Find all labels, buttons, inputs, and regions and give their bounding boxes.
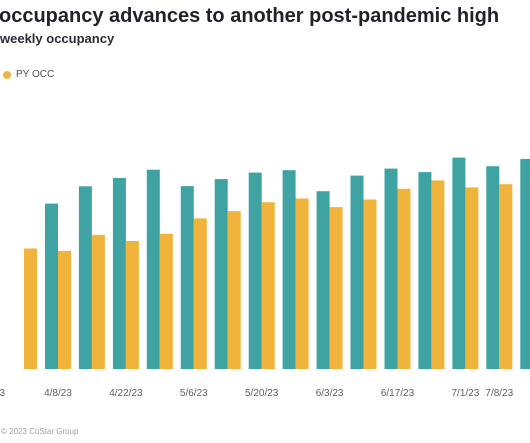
bar-py-occ-3 — [125, 241, 139, 369]
bar-occ-9 — [316, 191, 330, 369]
bar-occ-8 — [282, 170, 296, 369]
x-tick-label: 6/3/23 — [316, 388, 344, 399]
x-tick-label: 7/8/23 — [485, 388, 513, 399]
x-tick-label: 6/17/23 — [381, 388, 415, 399]
x-tick-label: 4/8/23 — [44, 388, 72, 399]
bar-occ-15 — [520, 158, 530, 369]
chart-title: occupancy advances to another post-pande… — [0, 5, 500, 27]
bar-occ-10 — [350, 175, 364, 369]
bar-py-occ-11 — [397, 188, 411, 369]
bar-occ-6 — [214, 179, 228, 369]
credit-text: © 2023 CoStar Group — [1, 427, 79, 436]
credit-label: 2023 CoStar Group — [9, 427, 79, 436]
x-tick-label: 5/20/23 — [245, 388, 279, 399]
bar-occ-13 — [452, 157, 466, 369]
x-tick-label: 7/1/23 — [451, 388, 479, 399]
bar-py-occ-6 — [227, 211, 241, 369]
bar-occ-3 — [112, 178, 126, 369]
bar-occ-11 — [384, 168, 398, 369]
bar-py-occ-7 — [261, 202, 275, 369]
bar-py-occ-2 — [91, 234, 105, 369]
bar-py-occ-9 — [329, 207, 343, 369]
chart-subtitle: weekly occupancy — [0, 31, 115, 46]
bar-py-occ-1 — [58, 250, 71, 369]
bar-py-occ-5 — [193, 218, 207, 369]
bar-py-occ-4 — [159, 233, 173, 369]
legend-py-occ-label: PY OCC — [16, 69, 55, 80]
x-tick-label: 3 — [0, 388, 5, 399]
bar-py-occ-8 — [295, 198, 309, 369]
x-tick-label: 4/22/23 — [109, 388, 143, 399]
bar-occ-4 — [146, 169, 160, 369]
legend-py-occ-swatch — [3, 70, 11, 79]
bar-occ-7 — [248, 172, 262, 369]
bar-py-occ-13 — [465, 187, 479, 369]
bar-py-occ-10 — [363, 199, 377, 369]
bar-py-occ-0 — [24, 248, 37, 369]
bar-occ-14 — [486, 166, 500, 369]
bar-py-occ-12 — [431, 180, 445, 369]
legend: PY OCC — [3, 69, 54, 80]
bar-occ-5 — [180, 186, 194, 369]
bar-py-occ-14 — [499, 184, 513, 369]
x-tick-label: 5/6/23 — [180, 388, 208, 399]
bar-occ-2 — [78, 186, 92, 369]
bar-occ-1 — [45, 203, 58, 369]
bar-occ-12 — [418, 172, 432, 369]
